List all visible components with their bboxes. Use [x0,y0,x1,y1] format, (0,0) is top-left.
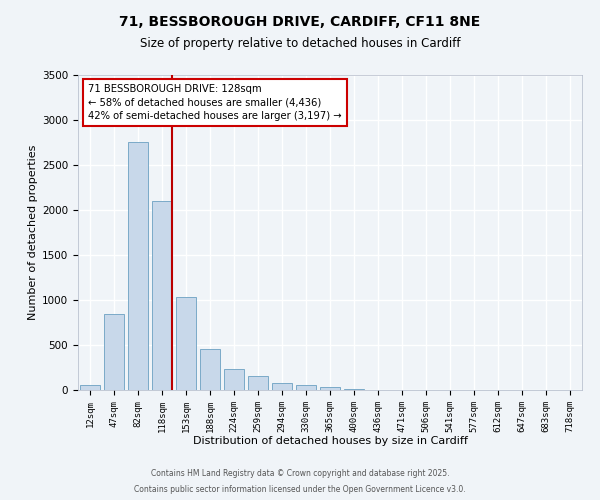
Y-axis label: Number of detached properties: Number of detached properties [28,145,38,320]
Bar [128,142,148,390]
Bar [152,201,172,390]
Text: Size of property relative to detached houses in Cardiff: Size of property relative to detached ho… [140,38,460,51]
Bar [320,388,340,390]
X-axis label: Distribution of detached houses by size in Cardiff: Distribution of detached houses by size … [193,436,467,446]
Text: Contains HM Land Registry data © Crown copyright and database right 2025.: Contains HM Land Registry data © Crown c… [151,468,449,477]
Bar [224,370,244,390]
Text: 71, BESSBOROUGH DRIVE, CARDIFF, CF11 8NE: 71, BESSBOROUGH DRIVE, CARDIFF, CF11 8NE [119,15,481,29]
Text: Contains public sector information licensed under the Open Government Licence v3: Contains public sector information licen… [134,485,466,494]
Bar [200,348,220,390]
Bar [344,388,364,390]
Bar [80,385,100,390]
Text: 71 BESSBOROUGH DRIVE: 128sqm
← 58% of detached houses are smaller (4,436)
42% of: 71 BESSBOROUGH DRIVE: 128sqm ← 58% of de… [88,84,342,121]
Bar [104,314,124,390]
Bar [272,383,292,390]
Bar [296,385,316,390]
Bar [176,298,196,390]
Bar [248,376,268,390]
